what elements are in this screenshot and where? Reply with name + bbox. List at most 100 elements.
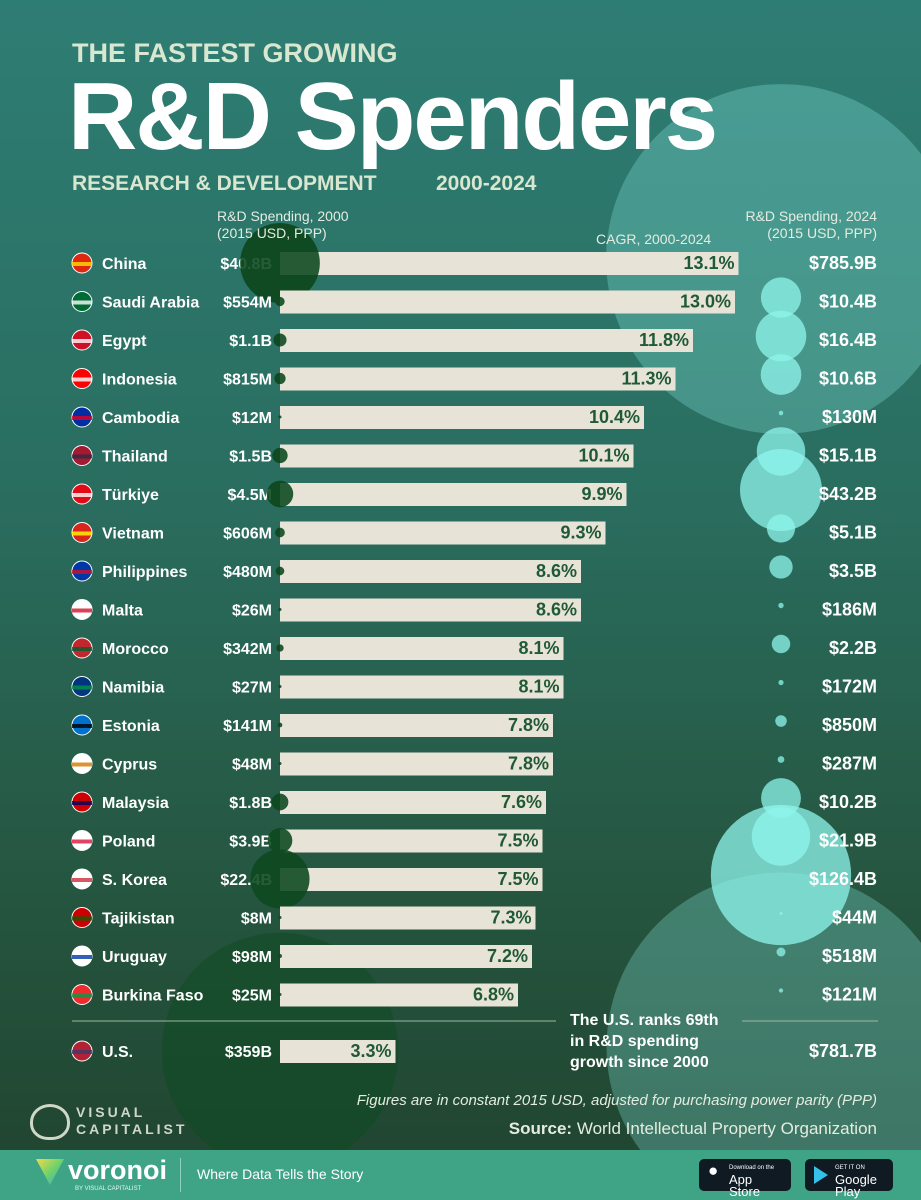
spend-2024-label: $121M (822, 985, 877, 1005)
cagr-bar (280, 252, 739, 275)
spend-2000-label: $554M (223, 295, 272, 312)
country-label: Burkina Faso (102, 988, 204, 1005)
spend-2024-label: $518M (822, 946, 877, 966)
row-burkina-faso: Burkina Faso $25M 6.8% $121M (71, 983, 877, 1007)
country-label: Philippines (102, 564, 187, 581)
visual-capitalist-logo: VISUAL CAPITALIST (76, 1104, 188, 1137)
row-t-rkiye: Türkiye $4.5M 9.9% $43.2B (71, 480, 877, 508)
spend-2024-label: $850M (822, 715, 877, 735)
spend-2000-label: $342M (223, 641, 272, 658)
country-label: S. Korea (102, 872, 167, 889)
cagr-label: 8.1% (518, 677, 559, 697)
flag-stripe (72, 531, 92, 536)
circle-2000-dot (274, 372, 286, 385)
spend-2024-label: $781.7B (809, 1041, 877, 1061)
circle-2000-dot (278, 916, 282, 919)
app-store-label: App Store (729, 1172, 761, 1199)
row-uruguay: Uruguay $98M 7.2% $518M (71, 945, 877, 968)
spend-2024-label: $21.9B (819, 831, 877, 851)
circle-2000-dot (240, 223, 320, 303)
cagr-bar (280, 637, 564, 660)
row-cambodia: Cambodia $12M 10.4% $130M (71, 406, 877, 429)
cagr-bar (280, 675, 564, 699)
circle-2000-dot (275, 296, 285, 307)
spend-2000-label: $27M (232, 680, 272, 697)
cagr-label: 7.8% (508, 754, 549, 774)
flag-stripe (72, 300, 92, 305)
spend-2024-label: $2.2B (829, 638, 877, 658)
row-saudi-arabia: Saudi Arabia $554M 13.0% $10.4B (71, 290, 877, 314)
cagr-label: 7.6% (501, 792, 542, 812)
spend-2000-label: $141M (223, 718, 272, 735)
spend-2000-label: $1.1B (229, 333, 272, 350)
spend-2024-label: $186M (822, 600, 877, 620)
country-label: Malaysia (102, 795, 169, 812)
cagr-bar (280, 406, 644, 429)
circle-2024-2 (755, 310, 807, 362)
country-label: Cambodia (102, 410, 179, 427)
country-label: Vietnam (102, 526, 164, 543)
cagr-bar (280, 791, 546, 814)
row-poland: Poland $3.9B 7.5% $21.9B (71, 828, 877, 853)
spend-2024-label: $10.6B (819, 369, 877, 389)
spend-2024-label: $172M (822, 677, 877, 697)
google-play-button[interactable]: GET IT ON Google Play (805, 1159, 893, 1198)
spend-2024-label: $130M (822, 407, 877, 427)
cagr-bar (280, 1040, 396, 1063)
footnote: Figures are in constant 2015 USD, adjust… (356, 1092, 877, 1109)
spend-2024-label: $10.2B (819, 792, 877, 812)
circle-2000-dot (275, 566, 285, 576)
flag-stripe (72, 878, 92, 882)
cagr-label: 7.5% (497, 831, 538, 851)
voronoi-by: BY VISUAL CAPITALIST (75, 1186, 142, 1192)
spend-2000-label: $4.5M (228, 487, 272, 504)
spend-2024-label: $44M (832, 908, 877, 928)
cagr-label: 11.8% (639, 330, 689, 350)
flag-stripe (72, 724, 92, 728)
cagr-label: 13.0% (680, 292, 731, 312)
cagr-bar (280, 598, 581, 622)
visual-capitalist-logo-icon (30, 1104, 70, 1140)
circle-2024-12 (775, 715, 787, 727)
row-cyprus: Cyprus $48M 7.8% $287M (71, 752, 877, 776)
circle-2024-20 (606, 872, 921, 1200)
cagr-bar (280, 906, 536, 930)
spend-2000-label: $12M (232, 410, 272, 427)
spend-2000-label: $480M (223, 564, 272, 581)
cagr-bar (280, 521, 606, 545)
spend-2024-label: $5.1B (829, 523, 877, 543)
app-store-button[interactable]: ● Download on the App Store (699, 1159, 791, 1198)
country-label: Poland (102, 834, 155, 851)
circle-2024-13 (777, 756, 785, 763)
col-head-2024: R&D Spending, 2024 (2015 USD, PPP) (745, 208, 877, 242)
flag-stripe (72, 762, 92, 767)
spend-2024-label: $126.4B (809, 869, 877, 889)
country-label: U.S. (102, 1044, 133, 1061)
circle-2024-18 (776, 947, 786, 957)
flag-stripe (72, 454, 92, 459)
flag-stripe (72, 647, 92, 651)
spend-2024-label: $15.1B (819, 446, 877, 466)
spend-2000-label: $606M (223, 526, 272, 543)
spend-2000-label: $1.5B (229, 449, 272, 466)
flag-stripe (72, 377, 92, 382)
flag-stripe (72, 1050, 92, 1054)
cagr-label: 7.5% (497, 869, 538, 889)
col-head-2000: R&D Spending, 2000 (2015 USD, PPP) (217, 208, 349, 242)
flag-stripe (72, 955, 92, 959)
spend-2000-label: $815M (223, 372, 272, 389)
circle-2024-17 (779, 912, 783, 915)
tagline: Where Data Tells the Story (197, 1166, 364, 1182)
country-label: Cyprus (102, 757, 157, 774)
spend-2000-label: $1.8B (229, 795, 272, 812)
years: 2000-2024 (436, 172, 537, 195)
circle-2024-16 (710, 804, 852, 946)
play-icon (814, 1166, 828, 1184)
cagr-bar (280, 829, 543, 853)
cagr-bar (280, 444, 634, 468)
spend-2000-label: $3.9B (229, 834, 272, 851)
circle-2024-8 (769, 555, 793, 579)
source-text: World Intellectual Property Organization (576, 1119, 877, 1138)
country-label: Tajikistan (102, 911, 175, 928)
cagr-label: 6.8% (473, 985, 514, 1005)
